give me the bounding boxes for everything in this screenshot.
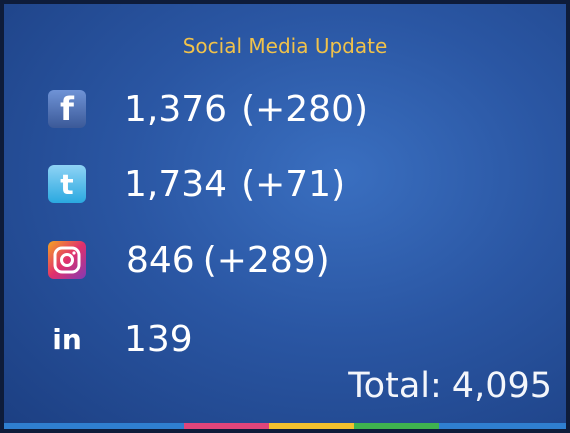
row: 846 (+289) [48,237,330,283]
facebook-icon: f [48,90,86,128]
row: t 1,734 (+71) [48,161,345,207]
stripe [439,423,566,429]
instagram-glyph [53,246,81,274]
change: (+280) [241,88,369,130]
stripe [354,423,439,429]
count: 846 [126,239,195,281]
row-text: 139 [124,319,193,360]
row-text: 846 (+289) [126,240,330,281]
twitter-icon: t [48,165,86,203]
row: f 1,376 (+280) [48,86,368,132]
change: (+289) [202,239,330,281]
stripe [269,423,354,429]
row-text: 1,376 (+280) [124,89,368,130]
row: in 139 [48,316,193,362]
title: Social Media Update [182,34,388,58]
count: 1,734 [124,163,228,205]
stripe [4,423,184,429]
row-text: 1,734 (+71) [124,164,345,205]
change: (+71) [241,163,346,205]
instagram-icon [48,241,86,279]
count: 139 [124,318,193,360]
linkedin-icon: in [52,322,82,356]
stripe [184,423,269,429]
total-label: Total: [348,366,442,406]
total: Total: 4,095 [348,366,552,406]
count: 1,376 [124,88,228,130]
total-value: 4,095 [451,366,552,406]
